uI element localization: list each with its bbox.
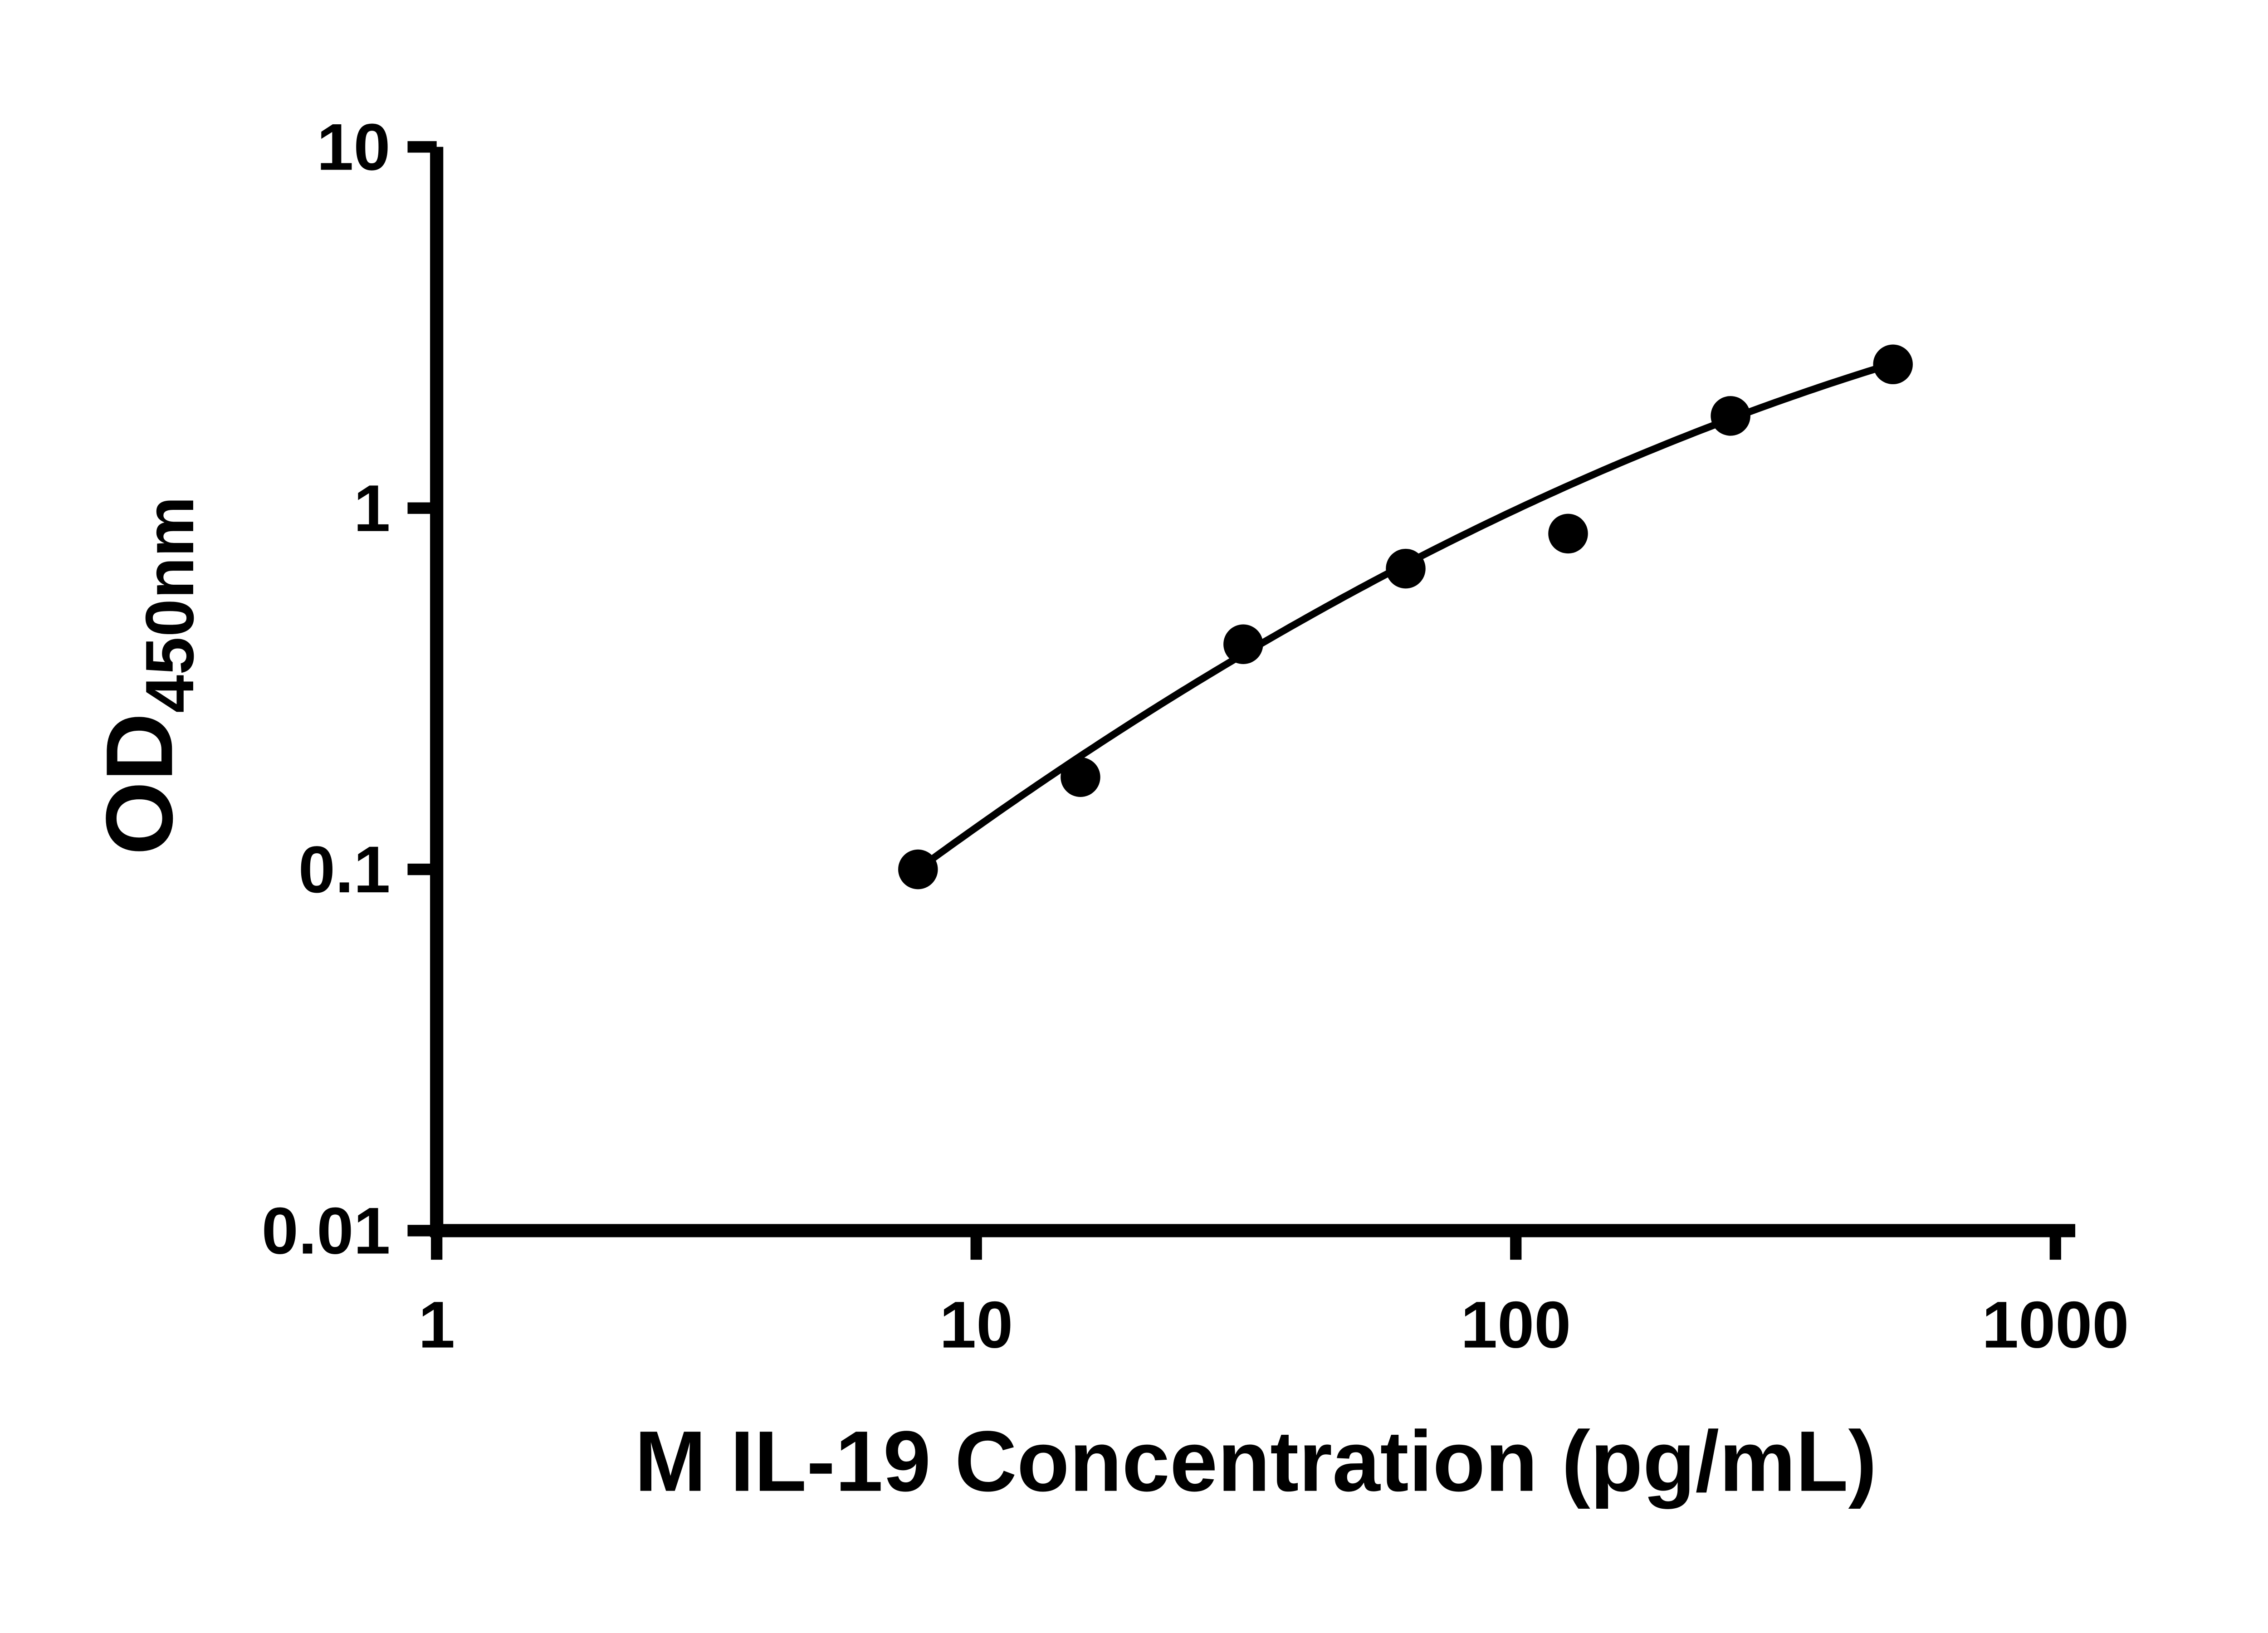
data-points [898, 344, 1913, 890]
x-axis-tick-label: 10 [939, 1288, 1013, 1362]
x-axis-tick-label: 1 [418, 1288, 455, 1362]
axes [430, 147, 2076, 1237]
y-axis-title: OD450nm [87, 496, 208, 855]
y-axis-tick-label: 0.1 [298, 832, 391, 906]
data-point [1548, 513, 1588, 554]
data-point [1223, 624, 1263, 665]
fit-curve-line [914, 361, 1893, 873]
y-axis-title-subscript: 450nm [132, 496, 208, 713]
y-axis-tick-label: 1 [353, 471, 390, 545]
data-point [898, 849, 938, 890]
x-axis-title: M IL-19 Concentration (pg/mL) [635, 1413, 1877, 1510]
data-point [1061, 757, 1100, 797]
elisa-standard-curve-figure: 1 10 100 1000 10 1 0.1 0.01 M IL-19 Concentrati… [87, 110, 2129, 1510]
x-axis-tick-label: 100 [1461, 1288, 1571, 1362]
axis-spine [430, 147, 2076, 1237]
y-axis-tick-label: 10 [317, 110, 390, 184]
y-axis-title-main: OD [87, 713, 192, 856]
y-axis-tick-label: 0.01 [262, 1194, 391, 1268]
data-point [1711, 396, 1750, 436]
x-axis-tick-label: 1000 [1982, 1288, 2129, 1362]
data-point [1386, 548, 1426, 589]
standard-curve-chart: 1 10 100 1000 10 1 0.1 0.01 M IL-19 Concentrati… [87, 110, 2129, 1510]
axis-tick-labels: 1 10 100 1000 10 1 0.1 0.01 [262, 110, 2129, 1361]
data-point [1873, 344, 1913, 385]
axis-ticks [407, 141, 2061, 1260]
